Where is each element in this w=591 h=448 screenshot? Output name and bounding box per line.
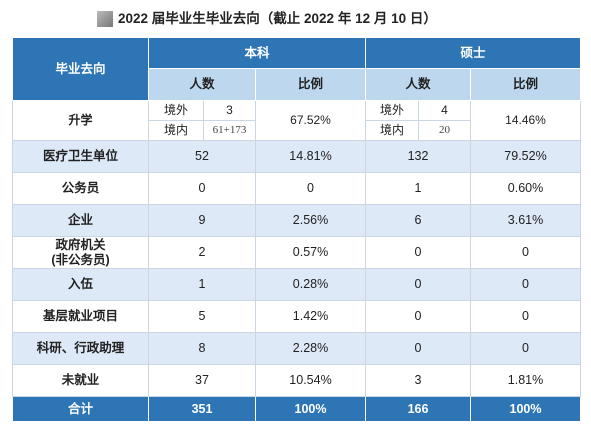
row-label: 入伍 <box>12 268 149 301</box>
cell: 100% <box>255 396 366 422</box>
cell: 166 <box>365 396 471 422</box>
header-cell: 比例 <box>255 68 366 101</box>
cell: 10.54% <box>255 364 366 397</box>
table-row: 医疗卫生单位 52 14.81% 132 79.52% <box>12 140 581 173</box>
cell: 67.52% <box>255 100 366 141</box>
table-row: 入伍 1 0.28% 0 0 <box>12 268 581 301</box>
cell: 0 <box>365 300 471 333</box>
table-row: 政府机关 (非公务员) 2 0.57% 0 0 <box>12 236 581 269</box>
cell: 0 <box>470 268 581 301</box>
cell: 0.28% <box>255 268 366 301</box>
cell: 61+173 <box>203 120 256 141</box>
cell: 0.57% <box>255 236 366 269</box>
header-cell: 硕士 <box>365 37 581 69</box>
cell: 5 <box>148 300 256 333</box>
title: 2022 届毕业生毕业去向（截止 2022 年 12 月 10 日） <box>118 11 437 26</box>
table-row: 企业 9 2.56% 6 3.61% <box>12 204 581 237</box>
row-label: 未就业 <box>12 364 149 397</box>
cell: 3.61% <box>470 204 581 237</box>
header-cell: 人数 <box>148 68 256 101</box>
sub-label: 境外 <box>365 100 419 121</box>
cell: 1 <box>148 268 256 301</box>
cell: 2.28% <box>255 332 366 365</box>
cell: 0 <box>470 300 581 333</box>
header-cell: 本科 <box>148 37 366 69</box>
cell: 6 <box>365 204 471 237</box>
header-cell: 比例 <box>470 68 581 101</box>
cell: 0 <box>470 236 581 269</box>
table-row: 公务员 0 0 1 0.60% <box>12 172 581 205</box>
table-row: 基层就业项目 5 1.42% 0 0 <box>12 300 581 333</box>
cell: 14.46% <box>470 100 581 141</box>
table-row: 科研、行政助理 8 2.28% 0 0 <box>12 332 581 365</box>
cell: 0 <box>365 236 471 269</box>
table-row: 未就业 37 10.54% 3 1.81% <box>12 364 581 397</box>
group-header-row: 毕业去向 本科 硕士 <box>12 37 581 101</box>
cell: 351 <box>148 396 256 422</box>
cell: 0.60% <box>470 172 581 205</box>
header-cell: 毕业去向 <box>12 37 149 101</box>
row-label: 科研、行政助理 <box>12 332 149 365</box>
sub-header-row: 人数 比例 人数 比例 <box>13 68 581 101</box>
cell: 1.81% <box>470 364 581 397</box>
cell: 0 <box>255 172 366 205</box>
cell: 2 <box>148 236 256 269</box>
sub-label: 境内 <box>365 120 419 141</box>
cell: 9 <box>148 204 256 237</box>
further-study-row: 升学 境外 3 67.52% 境外 4 14.46% <box>12 100 581 141</box>
cell: 0 <box>148 172 256 205</box>
row-label: 政府机关 (非公务员) <box>12 236 149 269</box>
cell: 52 <box>148 140 256 173</box>
cell: 20 <box>418 120 471 141</box>
cell: 8 <box>148 332 256 365</box>
cell: 0 <box>470 332 581 365</box>
row-label: 公务员 <box>12 172 149 205</box>
sub-label: 境内 <box>148 120 204 141</box>
row-label: 合计 <box>12 396 149 422</box>
cell: 1.42% <box>255 300 366 333</box>
cell: 0 <box>365 268 471 301</box>
cell: 37 <box>148 364 256 397</box>
row-label: 医疗卫生单位 <box>12 140 149 173</box>
cell: 4 <box>418 100 471 121</box>
row-label: 企业 <box>12 204 149 237</box>
cell: 132 <box>365 140 471 173</box>
sub-label: 境外 <box>148 100 204 121</box>
cell: 14.81% <box>255 140 366 173</box>
title-icon <box>97 11 113 27</box>
cell: 100% <box>470 396 581 422</box>
table-body: 毕业去向 本科 硕士 人数 比例 人数 比例 升学 境外 3 67.52% 境外… <box>12 37 581 422</box>
cell: 0 <box>365 332 471 365</box>
cell: 1 <box>365 172 471 205</box>
table-row: 合计 351 100% 166 100% <box>12 396 581 422</box>
cell: 3 <box>203 100 256 121</box>
cell: 3 <box>365 364 471 397</box>
table: 毕业去向 本科 硕士 人数 比例 人数 比例 升学 境外 3 67.52% 境外… <box>12 37 581 422</box>
row-label: 基层就业项目 <box>12 300 149 333</box>
cell: 79.52% <box>470 140 581 173</box>
further-study-row: 境内 61+173 境内 20 <box>13 120 581 141</box>
cell: 2.56% <box>255 204 366 237</box>
header-cell: 人数 <box>365 68 471 101</box>
row-label: 升学 <box>12 100 149 141</box>
